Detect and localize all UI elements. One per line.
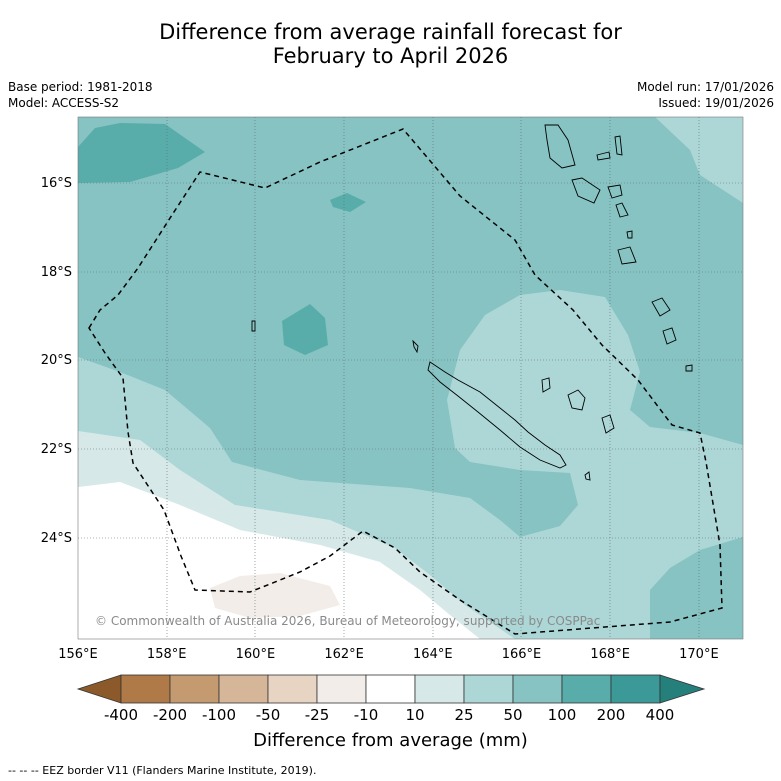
legend-label: Difference from average (mm) — [253, 730, 528, 751]
new-caledonia-island — [427, 361, 567, 469]
longitude-axis: 156°E 158°E 160°E 162°E 164°E 166°E 168°E 170°E — [58, 647, 718, 662]
zone-minus-25 — [210, 573, 340, 618]
lon-tick-label: 168°E — [590, 647, 630, 662]
vanuatu-espiritu-santo — [544, 124, 576, 169]
legend-tick-label: 10 — [405, 706, 424, 724]
eez-border — [88, 128, 723, 635]
model-name: Model: ACCESS-S2 — [8, 96, 120, 110]
map-frame — [77, 116, 744, 640]
lon-tick-label: 156°E — [58, 647, 98, 662]
rainfall-map — [78, 117, 743, 639]
copyright-notice: © Commonwealth of Australia 2026, Bureau… — [95, 614, 601, 628]
zone-100-200-mid — [282, 304, 328, 355]
eez-note: -- -- -- EEZ border V11 (Flanders Marine… — [8, 764, 317, 777]
legend-swatch — [267, 674, 318, 704]
lon-tick-label: 162°E — [324, 647, 364, 662]
legend-tick-label: 50 — [503, 706, 522, 724]
latitude-axis: 16°S 18°S 20°S 22°S 24°S — [41, 176, 72, 546]
issued-date: Issued: 19/01/2026 — [658, 96, 774, 110]
zone-100-200-nw — [78, 123, 205, 183]
legend-swatch — [120, 674, 171, 704]
lon-tick-label: 158°E — [147, 647, 187, 662]
legend-tick-label: -10 — [354, 706, 379, 724]
legend-swatch — [169, 674, 220, 704]
legend-tick-label: 200 — [597, 706, 626, 724]
title-line-1: Difference from average rainfall forecas… — [159, 20, 622, 44]
zone-50-100-se — [650, 537, 743, 639]
legend-tick-label: 400 — [646, 706, 675, 724]
legend-tick-label: 25 — [454, 706, 473, 724]
legend-swatch — [218, 674, 269, 704]
legend-arrow-low — [76, 674, 122, 704]
legend-tick-label: -50 — [256, 706, 281, 724]
legend-swatch — [610, 674, 661, 704]
zone-100-200-small — [330, 193, 366, 212]
coastlines — [251, 124, 693, 481]
legend-ticks: -400 -200 -100 -50 -25 -10 10 25 50 100 200 400 — [104, 706, 674, 724]
meta-left: Base period: 1981-2018 Model: ACCESS-S2 — [8, 79, 153, 111]
lon-tick-label: 170°E — [679, 647, 719, 662]
lat-tick-label: 24°S — [41, 531, 72, 546]
gridlines — [78, 117, 743, 639]
legend-tick-label: -25 — [305, 706, 330, 724]
legend-swatch — [414, 674, 465, 704]
legend-swatch — [512, 674, 563, 704]
model-run: Model run: 17/01/2026 — [636, 80, 774, 94]
base-period: Base period: 1981-2018 — [8, 80, 153, 94]
lon-tick-label: 164°E — [413, 647, 453, 662]
legend-swatch — [463, 674, 514, 704]
legend-tick-label: 100 — [548, 706, 577, 724]
color-legend — [76, 674, 706, 704]
lat-tick-label: 22°S — [41, 442, 72, 457]
legend-arrow-high — [659, 674, 706, 704]
lat-tick-label: 20°S — [41, 353, 72, 368]
lat-tick-label: 16°S — [41, 176, 72, 191]
legend-tick-label: -200 — [153, 706, 187, 724]
legend-swatch — [316, 674, 367, 704]
lon-tick-label: 166°E — [502, 647, 542, 662]
lat-tick-label: 18°S — [41, 265, 72, 280]
legend-swatch — [561, 674, 612, 704]
zone-neutral — [78, 482, 480, 639]
legend-swatch — [365, 674, 416, 704]
legend-tick-label: -400 — [104, 706, 138, 724]
chart-title: Difference from average rainfall forecas… — [0, 20, 781, 68]
title-line-2: February to April 2026 — [272, 44, 509, 68]
meta-right: Model run: 17/01/2026 Issued: 19/01/2026 — [637, 79, 774, 111]
legend-tick-label: -100 — [202, 706, 236, 724]
lon-tick-label: 160°E — [236, 647, 276, 662]
